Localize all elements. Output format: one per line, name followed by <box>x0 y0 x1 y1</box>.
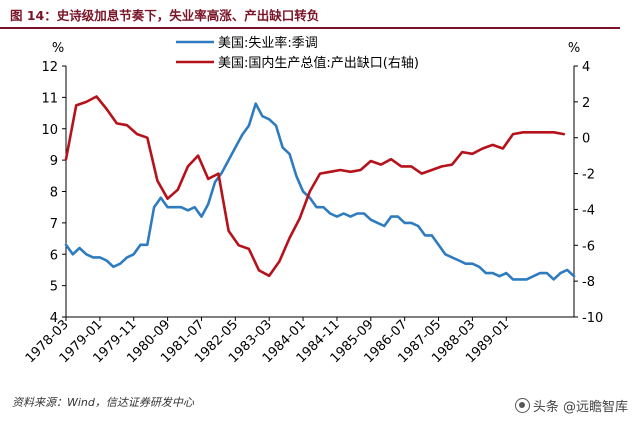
output-gap-line <box>64 95 566 278</box>
legend-label: 美国:国内生产总值:产出缺口(右轴) <box>218 55 419 71</box>
watermark-label: 头条 @远瞻智库 <box>532 400 628 415</box>
right-tick-label: -10 <box>582 311 603 326</box>
left-tick-label: 8 <box>50 186 58 201</box>
right-tick-label: -4 <box>582 203 595 218</box>
left-axis-unit-label: % <box>52 41 64 56</box>
right-tick-label: -2 <box>582 168 595 183</box>
x-axis-ticks: 1978-031979-011979-111980-091981-071982-… <box>23 317 512 366</box>
left-tick-label: 4 <box>50 311 58 326</box>
chart-frame <box>65 66 575 318</box>
left-tick-label: 5 <box>50 280 58 295</box>
left-tick-label: 11 <box>41 91 58 106</box>
figure-title: 图 14：史诗级加息节奏下，失业率高涨、产出缺口转负 <box>10 8 320 23</box>
left-tick-label: 12 <box>41 60 58 75</box>
right-tick-label: 2 <box>582 96 590 111</box>
left-tick-label: 7 <box>50 217 58 232</box>
series-group <box>64 95 576 281</box>
right-axis-ticks: -10 -8 -6 -4 -2 0 2 4 <box>574 60 603 326</box>
right-tick-label: 0 <box>582 132 590 147</box>
left-tick-label: 9 <box>50 154 58 169</box>
left-tick-label: 10 <box>41 123 58 138</box>
right-axis-unit-label: % <box>568 41 580 56</box>
title-divider <box>0 27 620 29</box>
left-tick-label: 6 <box>50 248 58 263</box>
source-note: 资料来源：Wind，信达证券研发中心 <box>12 396 194 409</box>
legend-label: 美国:失业率:季调 <box>218 35 318 51</box>
watermark: 头条 @远瞻智库 <box>514 396 628 415</box>
brand-logo-icon <box>514 398 530 413</box>
right-tick-label: -8 <box>582 275 595 290</box>
left-axis-ticks: 4 5 6 7 8 9 10 11 12 <box>41 60 66 326</box>
right-tick-label: -6 <box>582 239 595 254</box>
unemployment-line <box>64 102 576 281</box>
figure-header: 图 14：史诗级加息节奏下，失业率高涨、产出缺口转负 <box>0 0 640 36</box>
right-tick-label: 4 <box>582 60 590 75</box>
